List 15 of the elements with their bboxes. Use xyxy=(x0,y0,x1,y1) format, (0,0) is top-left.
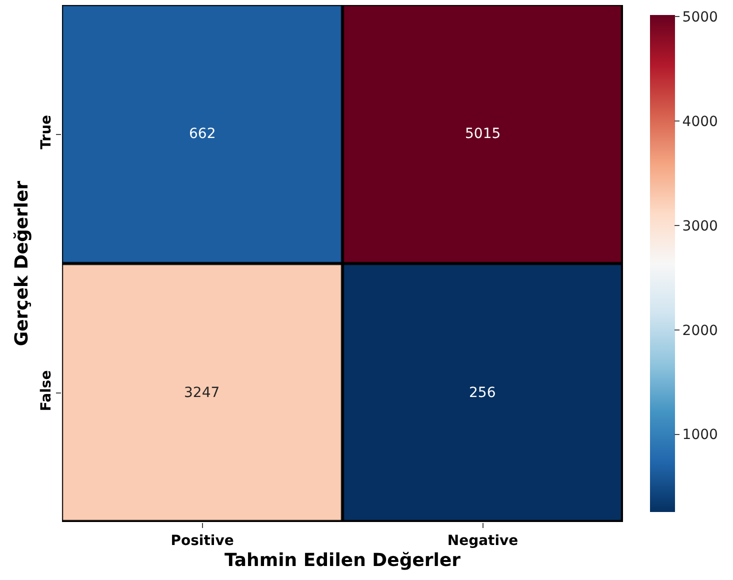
color-bar-label: 4000 xyxy=(682,114,718,130)
x-tick-label: Negative xyxy=(447,532,518,549)
color-bar-label: 5000 xyxy=(682,9,718,26)
y-tick-label: True xyxy=(38,114,54,150)
y-axis-title: Gerçek Değerler xyxy=(12,180,33,346)
x-axis-title: Tahmin Edilen Değerler xyxy=(224,550,461,571)
data-label: 662 xyxy=(189,126,216,142)
color-bar-label: 1000 xyxy=(682,427,718,444)
y-tick-label: False xyxy=(38,370,54,412)
color-bar-label: 3000 xyxy=(682,218,718,234)
x-tick-label: Positive xyxy=(170,532,234,549)
data-label: 5015 xyxy=(465,126,501,142)
data-label: 3247 xyxy=(184,385,220,401)
data-label: 256 xyxy=(469,385,496,401)
color-bar-label: 2000 xyxy=(682,322,718,339)
